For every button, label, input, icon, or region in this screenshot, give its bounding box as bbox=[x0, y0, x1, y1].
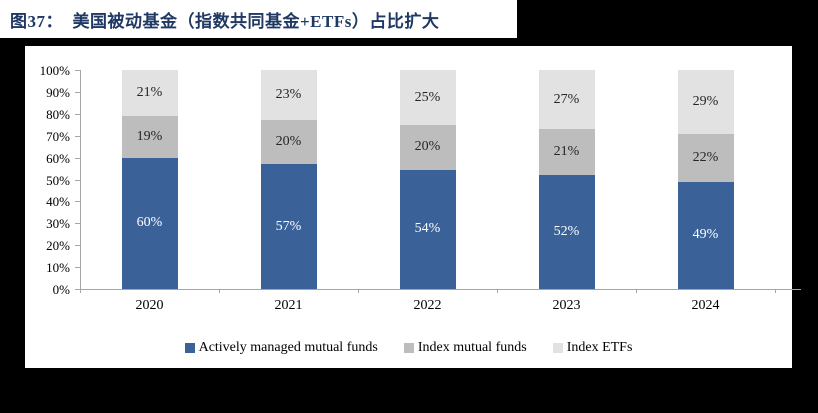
legend-item: Index mutual funds bbox=[403, 340, 527, 355]
y-tick-label: 70% bbox=[46, 128, 70, 144]
bar-segment-2022-index-etfs: 25% bbox=[399, 70, 456, 126]
bar-segment-2023-index-etfs: 27% bbox=[538, 70, 595, 130]
x-category-label: 2021 bbox=[274, 298, 303, 313]
y-tick-mark bbox=[75, 201, 80, 203]
bar-segment-2021-actively-managed-mutual-funds: 57% bbox=[260, 164, 317, 289]
x-category-label: 2020 bbox=[135, 298, 164, 313]
y-tick-label: 60% bbox=[46, 150, 70, 166]
bar-segment-2021-index-etfs: 23% bbox=[260, 70, 317, 121]
legend-swatch-icon bbox=[552, 343, 563, 353]
bar-segment-2022-actively-managed-mutual-funds: 54% bbox=[399, 169, 456, 289]
y-tick-label: 40% bbox=[46, 194, 70, 210]
bar-segment-2023-actively-managed-mutual-funds: 52% bbox=[538, 175, 595, 289]
y-tick-label: 0% bbox=[52, 282, 70, 297]
y-tick-mark bbox=[75, 135, 80, 137]
y-axis-line bbox=[80, 70, 81, 290]
x-tick-mark bbox=[358, 289, 359, 293]
y-tick-mark bbox=[75, 113, 80, 115]
y-tick-mark bbox=[75, 223, 80, 225]
bar-segment-2020-index-mutual-funds: 19% bbox=[121, 115, 178, 158]
figure-title: 图37： 美国被动基金（指数共同基金+ETFs）占比扩大 bbox=[10, 12, 440, 31]
x-category-label: 2022 bbox=[413, 298, 442, 313]
y-tick-mark bbox=[75, 267, 80, 269]
y-tick-mark bbox=[75, 245, 80, 247]
x-axis-line bbox=[80, 289, 801, 290]
y-tick-label: 10% bbox=[46, 260, 70, 276]
y-tick-mark bbox=[75, 179, 80, 181]
y-tick-mark bbox=[75, 289, 80, 290]
legend-label: Index ETFs bbox=[566, 340, 633, 355]
legend-label: Actively managed mutual funds bbox=[198, 340, 378, 355]
y-tick-mark bbox=[75, 70, 80, 71]
bar-segment-2020-actively-managed-mutual-funds: 60% bbox=[121, 157, 178, 289]
y-tick-mark bbox=[75, 157, 80, 159]
y-tick-label: 90% bbox=[46, 84, 70, 100]
figure-title-bar: 图37： 美国被动基金（指数共同基金+ETFs）占比扩大 bbox=[0, 0, 517, 38]
y-tick-label: 50% bbox=[46, 172, 70, 188]
x-tick-mark bbox=[497, 289, 498, 293]
y-tick-label: 20% bbox=[46, 238, 70, 254]
bar-segment-2020-index-etfs: 21% bbox=[121, 70, 178, 116]
y-tick-label: 80% bbox=[46, 106, 70, 122]
bar-segment-2023-index-mutual-funds: 21% bbox=[538, 129, 595, 176]
y-tick-mark bbox=[75, 91, 80, 93]
chart-panel: 0% 10% 20% 30% 40% 50% 60% 70% 80% 90% 100% 60% 19%… bbox=[25, 46, 801, 368]
legend-item: Index ETFs bbox=[552, 340, 633, 355]
x-tick-mark bbox=[636, 289, 637, 293]
y-tick-label: 30% bbox=[46, 216, 70, 232]
y-tick-label: 100% bbox=[39, 63, 70, 78]
chart-legend: Actively managed mutual funds Index mutua… bbox=[25, 339, 792, 357]
legend-swatch-icon bbox=[403, 343, 414, 353]
x-category-label: 2023 bbox=[552, 298, 581, 313]
legend-item: Actively managed mutual funds bbox=[184, 340, 378, 355]
x-tick-mark bbox=[775, 289, 776, 293]
x-tick-mark bbox=[219, 289, 220, 293]
bar-segment-2024-actively-managed-mutual-funds: 49% bbox=[677, 181, 734, 289]
legend-swatch-icon bbox=[184, 343, 195, 353]
x-category-label: 2024 bbox=[691, 298, 720, 313]
bar-segment-2024-index-mutual-funds: 22% bbox=[677, 133, 734, 182]
x-tick-mark bbox=[80, 289, 81, 293]
bar-segment-2022-index-mutual-funds: 20% bbox=[399, 125, 456, 170]
legend-label: Index mutual funds bbox=[417, 340, 527, 355]
bar-segment-2021-index-mutual-funds: 20% bbox=[260, 120, 317, 165]
bar-segment-2024-index-etfs: 29% bbox=[677, 70, 734, 134]
